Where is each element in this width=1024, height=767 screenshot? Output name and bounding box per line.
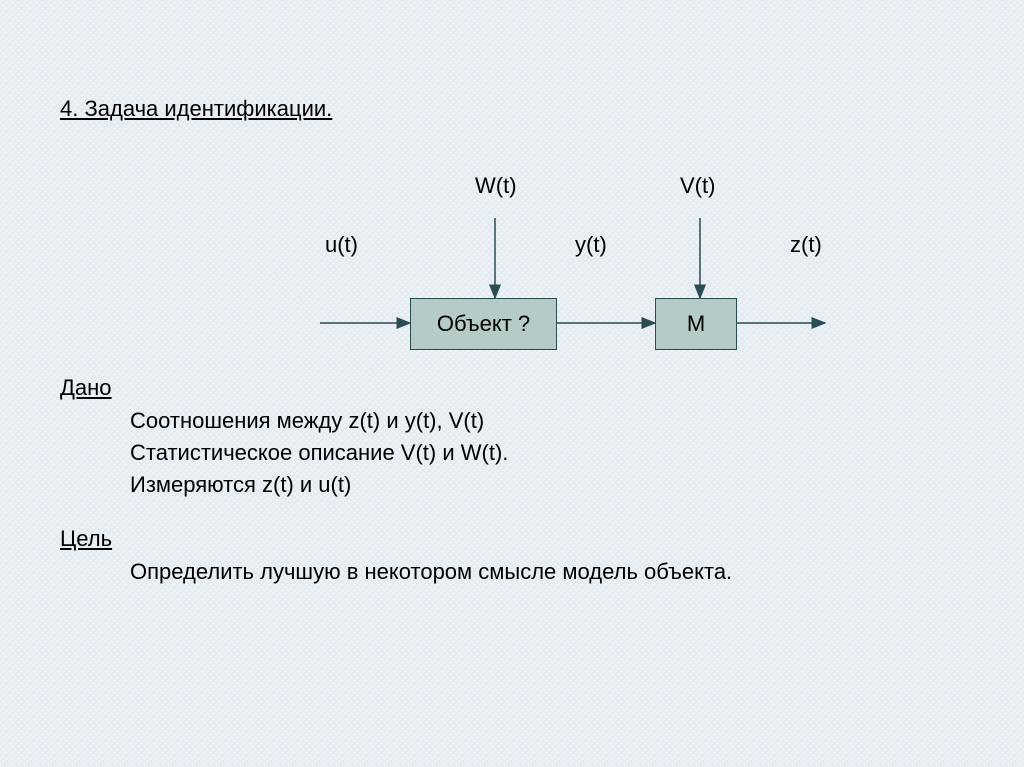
section-title: 4. Задача идентификации. [60, 96, 332, 122]
signal-label-v: V(t) [680, 173, 715, 199]
block-label: Объект ? [437, 311, 530, 337]
given-line: Статистическое описание V(t) и W(t). [130, 440, 508, 466]
signal-label-z: z(t) [790, 232, 822, 258]
signal-label-u: u(t) [325, 232, 358, 258]
given-heading: Дано [60, 375, 112, 401]
goal-heading: Цель [60, 526, 112, 552]
goal-line: Определить лучшую в некотором смысле мод… [130, 559, 732, 585]
block-m: M [655, 298, 737, 350]
signal-label-w: W(t) [475, 173, 517, 199]
given-line: Соотношения между z(t) и y(t), V(t) [130, 408, 484, 434]
block-object: Объект ? [410, 298, 557, 350]
signal-label-y: y(t) [575, 232, 607, 258]
block-label: M [687, 311, 705, 337]
given-line: Измеряются z(t) и u(t) [130, 472, 351, 498]
